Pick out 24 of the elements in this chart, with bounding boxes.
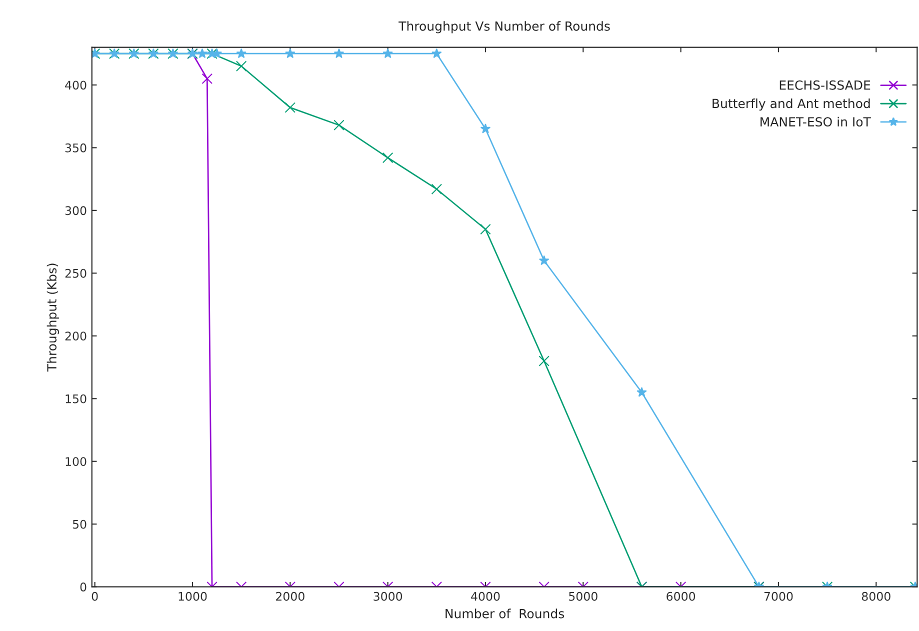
x-tick-label: 4000 — [471, 592, 500, 601]
y-tick-label: 250 — [65, 268, 86, 278]
legend-label: Butterfly and Ant method — [712, 98, 870, 111]
x-tick-label: 1000 — [178, 592, 207, 601]
y-tick-label: 100 — [66, 457, 86, 466]
x-tick-label: 3000 — [374, 592, 402, 601]
x-tick-label: 0 — [92, 592, 98, 601]
y-tick-label: 400 — [65, 80, 86, 90]
x-tick-label: 7000 — [764, 592, 793, 601]
y-tick-label: 0 — [80, 582, 86, 592]
y-tick-label: 150 — [66, 394, 86, 404]
x-tick-label: 5000 — [569, 592, 598, 601]
legend-label: MANET-ESO in IoT — [760, 116, 871, 127]
y-tick-label: 350 — [65, 143, 86, 152]
chart-title: Throughput Vs Number of Rounds — [398, 21, 610, 34]
y-tick-label: 50 — [72, 520, 86, 529]
x-axis-title: Number of Rounds — [446, 608, 564, 618]
legend-label: EECHS-ISSADE — [780, 80, 870, 90]
x-tick-label: 6000 — [666, 592, 696, 601]
x-tick-label: 8000 — [862, 592, 890, 601]
y-axis-title: Throughput (Kbs) — [46, 264, 59, 372]
y-tick-label: 200 — [65, 332, 86, 341]
x-tick-label: 2000 — [276, 592, 304, 601]
y-tick-label: 300 — [65, 206, 86, 216]
